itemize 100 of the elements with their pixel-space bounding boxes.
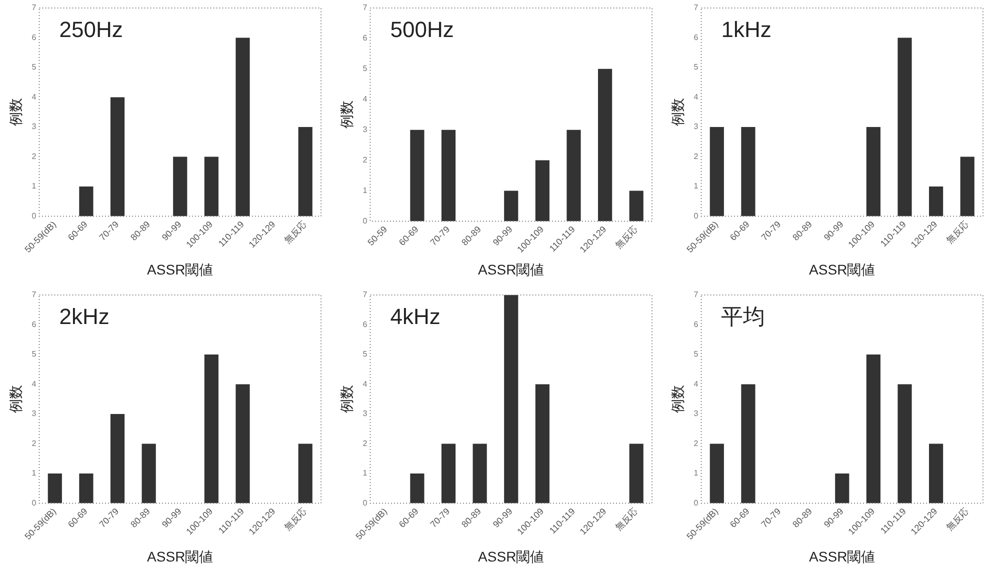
bar: [898, 38, 912, 216]
bar: [566, 130, 581, 222]
y-tick-label: 1: [362, 468, 368, 478]
y-tick-label: 7: [362, 3, 368, 12]
y-tick-label: 3: [694, 122, 699, 132]
chart-title: 2kHz: [59, 304, 110, 330]
y-tick-label: 3: [362, 409, 368, 418]
y-tick-label: 2: [694, 152, 699, 161]
bar: [960, 156, 974, 216]
y-tick-label: 3: [362, 125, 368, 134]
bar: [504, 190, 518, 222]
y-tick-label: 2: [694, 438, 699, 448]
bar: [866, 354, 880, 504]
y-axis-title: 例数: [7, 98, 24, 126]
y-tick-label: 5: [362, 64, 368, 74]
y-axis-title: 例数: [7, 385, 24, 414]
y-tick-label: 7: [694, 290, 699, 300]
y-tick-label: 2: [32, 438, 37, 448]
y-tick-label: 6: [32, 32, 37, 42]
x-axis-title: ASSR閾値: [147, 261, 214, 278]
y-tick-label: 4: [32, 379, 37, 388]
y-tick-label: 7: [32, 290, 37, 300]
y-axis-title: 例数: [338, 100, 354, 129]
y-tick-label: 6: [32, 320, 37, 329]
y-tick-label: 2: [362, 155, 368, 164]
bar: [236, 384, 250, 504]
y-tick-label: 5: [694, 62, 699, 72]
bar: [535, 384, 550, 504]
y-tick-label: 7: [32, 3, 37, 12]
x-tick-label: 無反応: [613, 506, 640, 532]
y-tick-label: 2: [32, 152, 37, 161]
bar: [110, 97, 125, 216]
x-tick-label: 無反応: [613, 224, 640, 250]
bar: [79, 186, 94, 216]
y-tick-label: 0: [32, 211, 37, 220]
bar: [441, 444, 456, 504]
chart-title: 500Hz: [390, 17, 454, 42]
bar: [204, 354, 218, 504]
bar: [866, 127, 880, 216]
y-axis-title: 例数: [338, 385, 354, 414]
bar: [898, 384, 912, 504]
y-tick-label: 4: [694, 92, 699, 102]
y-tick-label: 7: [362, 290, 368, 300]
chart-title: 平均: [721, 304, 766, 330]
bar: [629, 190, 644, 222]
bar: [710, 127, 724, 216]
bar: [629, 444, 644, 504]
bar: [441, 130, 456, 222]
y-tick-label: 1: [694, 468, 699, 478]
bar: [142, 444, 156, 504]
bar: [598, 68, 612, 222]
y-tick-label: 4: [362, 379, 368, 388]
bar: [741, 127, 756, 216]
y-tick-label: 6: [362, 320, 368, 329]
x-axis-title: ASSR閾値: [478, 261, 544, 278]
x-axis-title: ASSR閾値: [478, 548, 544, 564]
y-tick-label: 1: [32, 182, 37, 191]
bar: [929, 444, 944, 504]
x-tick-label: 無反応: [944, 506, 971, 532]
y-tick-label: 5: [32, 62, 37, 72]
y-axis-title: 例数: [669, 385, 686, 414]
bar: [472, 444, 487, 504]
y-tick-label: 5: [694, 350, 699, 359]
y-tick-label: 1: [362, 186, 368, 195]
y-tick-label: 3: [694, 409, 699, 418]
y-tick-label: 4: [32, 92, 37, 102]
bar: [710, 444, 724, 504]
bar: [204, 156, 218, 216]
chart-title: 4kHz: [390, 304, 440, 330]
x-axis-title: ASSR閾値: [809, 261, 876, 278]
bar: [835, 474, 850, 504]
y-tick-label: 6: [694, 320, 699, 329]
y-tick-label: 3: [32, 122, 37, 132]
x-tick-label: 無反応: [282, 219, 309, 246]
x-tick-label: 無反応: [282, 506, 309, 532]
chart-title: 1kHz: [721, 17, 772, 42]
y-tick-label: 0: [694, 498, 699, 508]
bar: [173, 156, 188, 216]
y-tick-label: 7: [694, 3, 699, 12]
bar: [741, 384, 756, 504]
y-axis-title: 例数: [669, 98, 686, 126]
y-tick-label: 2: [362, 438, 368, 448]
bar: [48, 474, 62, 504]
bar: [410, 474, 424, 504]
bar: [236, 38, 250, 216]
x-axis-title: ASSR閾値: [809, 548, 876, 564]
y-tick-label: 3: [32, 409, 37, 418]
y-tick-label: 5: [362, 350, 368, 359]
x-axis-title: ASSR閾値: [147, 548, 214, 564]
y-tick-label: 4: [362, 94, 368, 104]
bar: [298, 127, 312, 216]
bar: [110, 414, 125, 504]
y-tick-label: 1: [32, 468, 37, 478]
y-tick-label: 5: [32, 350, 37, 359]
y-tick-label: 0: [362, 216, 368, 226]
bar: [535, 160, 550, 222]
y-tick-label: 1: [694, 182, 699, 191]
bar: [298, 444, 312, 504]
y-tick-label: 6: [694, 32, 699, 42]
bar: [410, 130, 424, 222]
